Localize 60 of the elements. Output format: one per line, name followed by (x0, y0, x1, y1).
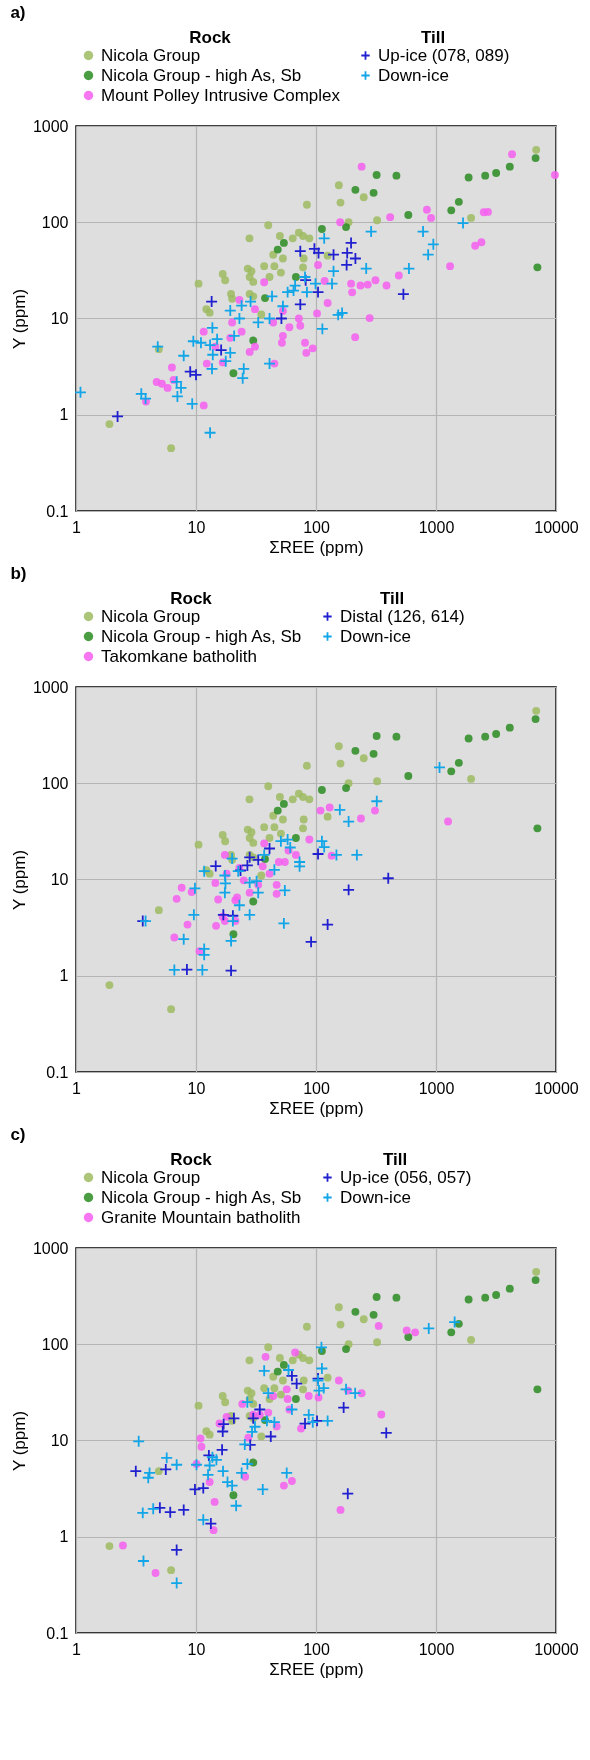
x-tick-label: 10 (187, 1640, 206, 1658)
x-tick-label: 10 (187, 1079, 206, 1097)
x-tick-label: 1 (72, 518, 82, 536)
y-tick-label: 1000 (32, 678, 69, 696)
y-tick-label: 100 (41, 1335, 69, 1353)
y-axis-title: Y (ppm) (9, 288, 29, 350)
legend-label: Up-ice (078, 089) (378, 45, 510, 65)
legend-label: Nicola Group - high As, Sb (101, 65, 302, 85)
y-tick-label: 10 (50, 871, 69, 888)
legend-title: Rock (170, 1150, 213, 1169)
legend-label: Mount Polley Intrusive Complex (101, 85, 341, 105)
legend-label: Down-ice (340, 626, 411, 646)
legend-label: Up-ice (056, 057) (340, 1167, 472, 1187)
y-tick-label: 1000 (32, 117, 69, 135)
y-axis-title: Y (ppm) (9, 1410, 29, 1472)
chart-title: a) (10, 3, 26, 22)
y-tick-label: 1 (59, 1528, 69, 1546)
x-tick-label: 10000 (534, 518, 579, 536)
x-tick-label: 100 (303, 1640, 330, 1658)
text: Till (420, 28, 446, 47)
x-tick-label: 1 (72, 1640, 82, 1658)
y-tick-label: 100 (41, 774, 69, 792)
x-tick-label: 10 (187, 518, 206, 536)
legend-label: Down-ice (378, 65, 449, 85)
legend-title: Rock (170, 589, 213, 608)
legend-label: Nicola Group (101, 45, 201, 65)
y-tick-label: 0.1 (46, 502, 69, 520)
x-tick-label: 1000 (418, 1079, 455, 1097)
x-tick-label: 10000 (534, 1640, 579, 1658)
y-tick-label: 1000 (32, 1239, 69, 1257)
y-tick-label: 0.1 (46, 1624, 69, 1642)
legend-label: Nicola Group - high As, Sb (101, 626, 302, 646)
y-axis-title: Y (ppm) (9, 849, 29, 911)
y-tick-label: 0.1 (46, 1063, 69, 1081)
text: Till (382, 1150, 408, 1169)
legend-label: Granite Mountain batholith (101, 1207, 301, 1227)
x-tick-label: 10000 (534, 1079, 579, 1097)
legend-title: Rock (189, 28, 232, 47)
x-axis-title: ΣREE (ppm) (269, 537, 364, 557)
y-tick-label: 1 (59, 967, 69, 985)
chart-title: c) (10, 1125, 26, 1144)
legend-label: Nicola Group - high As, Sb (101, 1187, 302, 1207)
x-axis-title: ΣREE (ppm) (269, 1659, 364, 1679)
legend-label: Takomkane batholith (101, 646, 257, 666)
x-tick-label: 1000 (418, 1640, 455, 1658)
y-tick-label: 1 (59, 406, 69, 424)
y-tick-label: 10 (50, 1432, 69, 1449)
x-axis-title: ΣREE (ppm) (269, 1098, 364, 1118)
legend-label: Nicola Group (101, 606, 201, 626)
legend-label: Nicola Group (101, 1167, 201, 1187)
y-tick-label: 10 (50, 310, 69, 327)
legend-label: Distal (126, 614) (340, 606, 465, 626)
chart-title: b) (10, 564, 27, 583)
x-tick-label: 1 (72, 1079, 82, 1097)
legend-label: Down-ice (340, 1187, 411, 1207)
x-tick-label: 100 (303, 518, 330, 536)
x-tick-label: 100 (303, 1079, 330, 1097)
y-tick-label: 100 (41, 213, 69, 231)
text: Till (379, 589, 405, 608)
x-tick-label: 1000 (418, 518, 455, 536)
